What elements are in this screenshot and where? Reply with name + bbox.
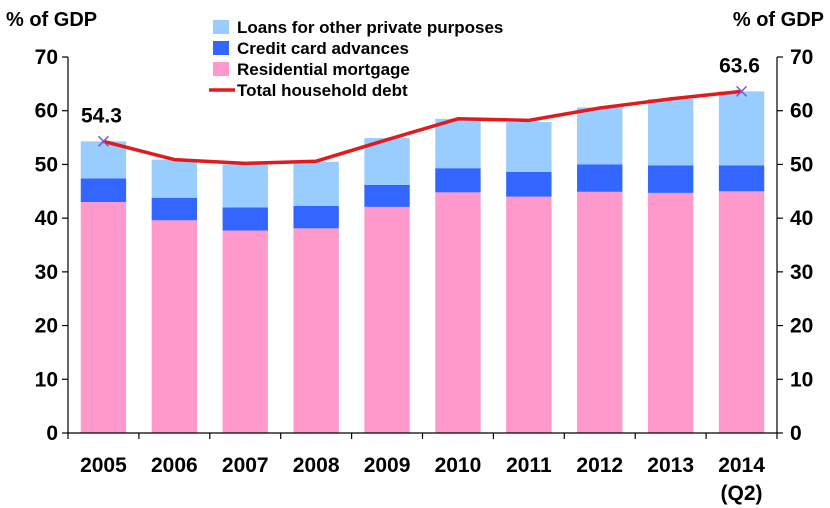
right-tick-label-50: 50 [790, 153, 813, 176]
bar-credit-card-advances-2010 [435, 168, 480, 192]
annotation-2005: 54.3 [81, 104, 122, 127]
total-debt-line-layer [103, 91, 741, 163]
axes-layer: 0 0 10 10 20 20 30 30 40 40 50 50 60 60 70 70 2005 2006 20… [35, 46, 814, 505]
legend-label-credit-card-advances: Credit card advances [237, 39, 409, 58]
bar-residential-mortgage-2009 [364, 207, 409, 433]
legend: Loans for other private purposes Credit c… [209, 18, 503, 100]
legend-swatch-loans-for-other-private-purposes [213, 20, 229, 34]
bar-loans-for-other-private-purposes-2006 [152, 160, 197, 198]
right-tick-label-20: 20 [790, 315, 813, 338]
bar-loans-for-other-private-purposes-2007 [223, 164, 268, 207]
x-tick-label-2013: 2013 [647, 454, 694, 477]
left-tick-label-0: 0 [46, 422, 58, 445]
legend-label-total-household-debt: Total household debt [237, 81, 408, 100]
left-tick-label-10: 10 [35, 368, 58, 391]
bar-credit-card-advances-2014 [719, 166, 764, 192]
x-tick-label-2007: 2007 [222, 454, 269, 477]
bar-loans-for-other-private-purposes-2010 [435, 119, 480, 168]
right-axis-title: % of GDP [733, 9, 824, 31]
x-tick-label-2006: 2006 [151, 454, 198, 477]
x-tick-label-2014: 2014 [718, 454, 765, 477]
bar-residential-mortgage-2010 [435, 192, 480, 433]
legend-label-residential-mortgage: Residential mortgage [237, 60, 410, 79]
x-tick-sublabel-2014: (Q2) [721, 482, 763, 505]
left-tick-label-60: 60 [35, 100, 58, 123]
legend-label-loans-for-other-private-purposes: Loans for other private purposes [237, 18, 503, 37]
bar-credit-card-advances-2011 [506, 172, 551, 197]
bar-residential-mortgage-2008 [293, 228, 338, 433]
left-tick-label-40: 40 [35, 207, 58, 230]
annotation-2014: 63.6 [719, 54, 760, 77]
bar-loans-for-other-private-purposes-2014 [719, 91, 764, 165]
line-total-household-debt [103, 91, 741, 163]
left-tick-label-70: 70 [35, 46, 58, 69]
x-tick-label-2009: 2009 [364, 454, 411, 477]
bar-residential-mortgage-2013 [648, 193, 693, 433]
x-tick-label-2011: 2011 [506, 454, 552, 477]
legend-swatch-credit-card-advances [213, 41, 229, 55]
bar-residential-mortgage-2006 [152, 220, 197, 433]
left-axis-title: % of GDP [6, 9, 97, 31]
bar-residential-mortgage-2014 [719, 191, 764, 433]
bar-residential-mortgage-2012 [577, 192, 622, 433]
bar-loans-for-other-private-purposes-2011 [506, 122, 551, 172]
bar-residential-mortgage-2005 [81, 202, 126, 433]
x-tick-label-2012: 2012 [576, 454, 623, 477]
left-tick-label-50: 50 [35, 153, 58, 176]
bar-loans-for-other-private-purposes-2013 [648, 99, 693, 166]
x-tick-label-2010: 2010 [435, 454, 482, 477]
bar-residential-mortgage-2007 [223, 230, 268, 433]
right-tick-label-0: 0 [790, 422, 802, 445]
right-tick-label-40: 40 [790, 207, 813, 230]
right-tick-label-60: 60 [790, 100, 813, 123]
x-tick-label-2008: 2008 [293, 454, 340, 477]
bar-credit-card-advances-2005 [81, 178, 126, 202]
bar-residential-mortgage-2011 [506, 197, 551, 433]
right-tick-label-10: 10 [790, 368, 813, 391]
bar-loans-for-other-private-purposes-2008 [293, 162, 338, 206]
bar-loans-for-other-private-purposes-2012 [577, 107, 622, 164]
legend-swatch-residential-mortgage [213, 62, 229, 76]
bar-credit-card-advances-2013 [648, 166, 693, 193]
right-tick-label-30: 30 [790, 261, 813, 284]
bar-credit-card-advances-2007 [223, 207, 268, 230]
x-tick-label-2005: 2005 [80, 454, 127, 477]
right-tick-label-70: 70 [790, 46, 813, 69]
bar-credit-card-advances-2009 [364, 185, 409, 207]
bar-credit-card-advances-2006 [152, 198, 197, 221]
bar-credit-card-advances-2008 [293, 206, 338, 229]
bars-layer [81, 91, 764, 433]
left-tick-label-20: 20 [35, 315, 58, 338]
left-tick-label-30: 30 [35, 261, 58, 284]
bar-credit-card-advances-2012 [577, 164, 622, 191]
